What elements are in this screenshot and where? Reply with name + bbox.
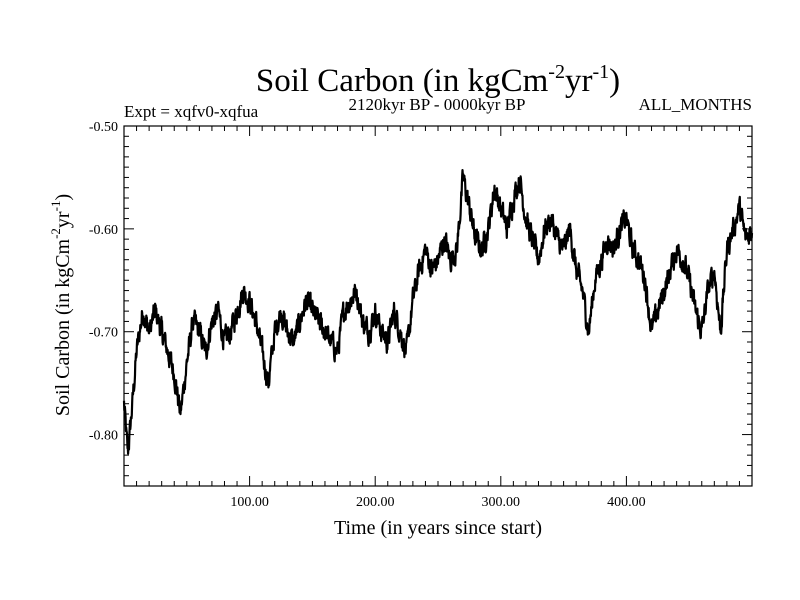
chart-title: Soil Carbon (in kgCm-2yr-1) <box>256 61 620 99</box>
y-tick-label: -0.80 <box>89 429 118 444</box>
y-tick-label: -0.70 <box>89 326 118 341</box>
series-line-soil-carbon <box>122 169 754 455</box>
plot-area <box>122 125 754 487</box>
y-tick-label: -0.60 <box>89 223 118 238</box>
y-axis-title: Soil Carbon (in kgCm-2yr-1) <box>48 194 74 416</box>
x-tick-label: 100.00 <box>230 495 269 510</box>
experiment-label: Expt = xqfv0-xqfua <box>124 102 259 121</box>
x-tick-label: 300.00 <box>482 495 521 510</box>
period-label: 2120kyr BP - 0000kyr BP <box>349 95 526 114</box>
x-tick-label: 400.00 <box>607 495 646 510</box>
months-label: ALL_MONTHS <box>639 95 752 114</box>
tick-labels: 100.00 200.00 300.00 400.00 -0.50 -0.60 -0.70 -… <box>89 120 646 510</box>
y-tick-label: -0.50 <box>89 120 118 135</box>
x-tick-label: 200.00 <box>356 495 395 510</box>
x-axis-title: Time (in years since start) <box>334 517 542 539</box>
